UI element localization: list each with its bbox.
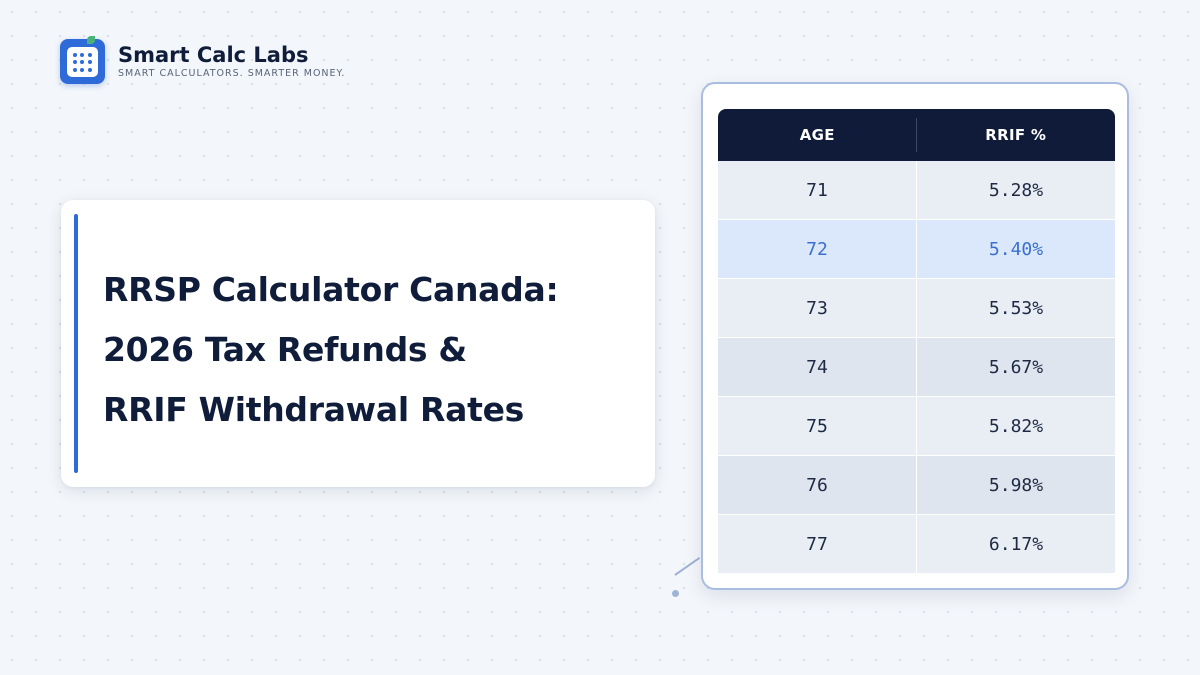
table-row: 76 5.98% [718, 455, 1115, 515]
rate-cell: 5.82% [916, 396, 1115, 456]
age-cell: 71 [718, 161, 917, 220]
rrif-rate-table: AGE RRIF % 71 5.28% 72 5.40% 73 5.53% 74… [718, 109, 1115, 574]
rrif-table-card: AGE RRIF % 71 5.28% 72 5.40% 73 5.53% 74… [701, 82, 1129, 590]
page-title: RRSP Calculator Canada: 2026 Tax Refunds… [103, 260, 559, 440]
connector-dot [672, 590, 679, 597]
table-header-row: AGE RRIF % [718, 109, 1115, 161]
age-cell: 75 [718, 396, 917, 456]
table-row: 71 5.28% [718, 161, 1115, 220]
rate-cell: 5.28% [916, 161, 1115, 220]
table-row: 75 5.82% [718, 396, 1115, 456]
connector-line [674, 556, 701, 576]
rate-cell: 6.17% [916, 514, 1115, 574]
brand-header: Smart Calc Labs SMART CALCULATORS. SMART… [60, 36, 346, 84]
brand-name: Smart Calc Labs [118, 42, 309, 67]
age-cell: 74 [718, 337, 917, 397]
age-cell: 76 [718, 455, 917, 515]
accent-bar [74, 214, 78, 473]
rate-cell: 5.67% [916, 337, 1115, 397]
rate-cell: 5.98% [916, 455, 1115, 515]
title-line-2: 2026 Tax Refunds & [103, 330, 467, 369]
brand-tagline: SMART CALCULATORS. SMARTER MONEY. [118, 67, 346, 79]
age-cell: 72 [718, 219, 917, 279]
calculator-icon [60, 36, 105, 84]
rate-cell: 5.53% [916, 278, 1115, 338]
leaf-icon [87, 36, 95, 44]
title-line-1: RRSP Calculator Canada: [103, 270, 559, 309]
age-cell: 73 [718, 278, 917, 338]
rate-cell: 5.40% [916, 219, 1115, 279]
age-cell: 77 [718, 514, 917, 574]
title-card: RRSP Calculator Canada: 2026 Tax Refunds… [61, 200, 655, 487]
title-line-3: RRIF Withdrawal Rates [103, 390, 525, 429]
column-header-age: AGE [718, 109, 917, 161]
table-row-highlighted: 72 5.40% [718, 219, 1115, 279]
table-row: 77 6.17% [718, 514, 1115, 574]
table-row: 73 5.53% [718, 278, 1115, 338]
table-row: 74 5.67% [718, 337, 1115, 397]
column-header-rrif-percent: RRIF % [916, 109, 1115, 161]
